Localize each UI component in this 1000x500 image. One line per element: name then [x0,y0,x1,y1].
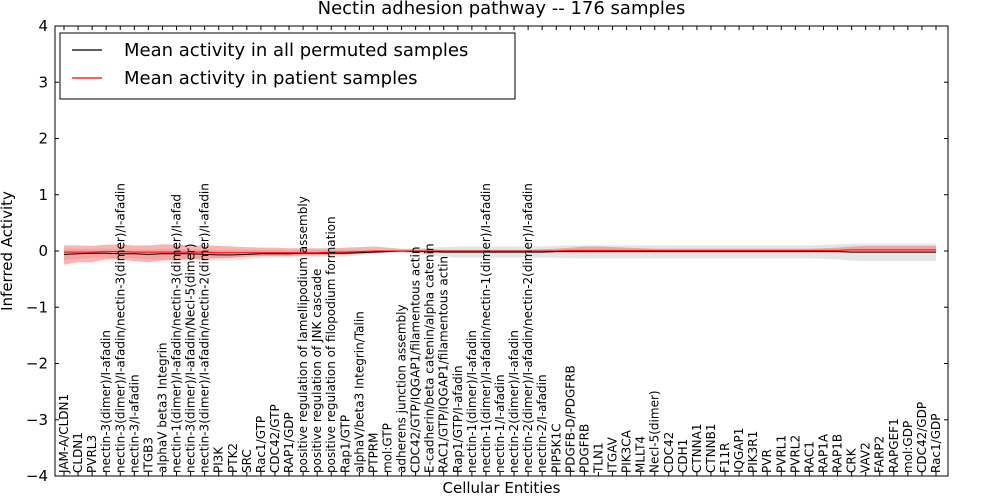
x-tick-label: positive regulation of JNK cascade [310,269,324,473]
x-tick-label: PVRL1 [774,435,788,473]
x-tick-label: RAP1B [831,434,845,473]
x-tick-label: mol:GTP [381,423,395,473]
x-tick-label: RAP1/GDP [282,412,296,473]
x-tick-label: nectin-3(dimer)/I-afadin/nectin-3(dimer)… [113,183,127,473]
x-tick-label: positive regulation of filopodium format… [324,216,338,473]
x-tick-label: Necl-5(dimer) [648,390,662,473]
x-tick-label: nectin-2/I-afadin [535,374,549,473]
y-tick-label: 1 [38,186,48,204]
x-tick-label: E-cadherin/beta catenin/alpha catenin [423,243,437,473]
x-tick-label: F11R [718,442,732,473]
legend-box [59,32,516,100]
x-tick-label: nectin-3/I-afadin [127,374,141,473]
x-tick-label: nectin-1/I-afadin [493,374,507,473]
x-tick-label: CLDN1 [71,432,85,473]
x-tick-label: RAP1A [817,433,831,473]
x-tick-label: Rap1/GTP/I-afadin [451,365,465,473]
x-tick-label: VAV2 [859,442,873,473]
x-tick-label: nectin-3(dimer)/I-afadin/nectin-2(dimer)… [198,183,212,473]
x-tick-label: mol:GDP [901,421,915,473]
x-tick-label: PIK3R1 [746,431,760,473]
x-tick-label: nectin-3(dimer)/I-afadin/Necl-5(dimer) [184,243,198,473]
x-tick-label: adherens junction assembly [395,304,409,473]
x-tick-label: alphaV/beta3 Integrin/Talin [352,311,366,473]
x-tick-label: CDC42/GDP [915,402,929,473]
x-tick-label: PVRL3 [85,435,99,473]
y-tick-label: −4 [26,467,48,485]
x-tick-label: PVR [760,449,774,473]
x-tick-label: Rac1/GTP [254,416,268,473]
y-tick-label: 0 [38,242,48,260]
x-tick-label: MLLT4 [634,436,648,473]
x-tick-label: PDGFRB [577,424,591,473]
x-tick-label: FARP2 [873,436,887,473]
x-tick-label: Rac1/GDP [929,414,943,473]
x-tick-label: CDC42/GTP/IQGAP1/filamentous actin [409,247,423,473]
x-axis-ticks: JAM-A/CLDN1 CLDN1 PVRL3 nectin-3(dimer)/I-a… [57,26,943,476]
x-tick-label: PVRL2 [788,435,802,473]
chart-title: Nectin adhesion pathway -- 176 samples [318,0,686,19]
x-tick-label: JAM-A/CLDN1 [57,394,71,474]
x-tick-label: PTPRM [366,433,380,474]
patient-band [64,244,936,265]
x-tick-label: CTNNA1 [690,423,704,473]
x-tick-label: positive regulation of lamellipodium ass… [296,196,310,473]
x-tick-label: nectin-3(dimer)/I-afadin [99,330,113,473]
y-tick-label: −1 [26,298,48,316]
y-tick-label: 3 [38,73,48,91]
y-axis-ticks: −4 −3 −2 −1 0 1 2 3 4 [26,17,948,485]
x-tick-label: ITGAV [606,436,620,473]
y-tick-label: −2 [26,355,48,373]
x-tick-label: CDH1 [676,439,690,473]
x-tick-label: PTK2 [226,443,240,473]
x-tick-label: PDGFB-D/PDGFRB [563,365,577,473]
x-tick-label: nectin-2(dimer)/I-afadin/nectin-2(dimer)… [521,183,535,473]
x-tick-label: RAC1/GTP/IQGAP1/filamentous actin [437,256,451,473]
x-tick-label: alphaV beta3 Integrin [156,342,170,473]
legend: Mean activity in all permuted samples Me… [59,32,516,100]
permuted-mean-line [63,250,936,256]
y-tick-label: 2 [38,130,48,148]
x-tick-label: nectin-1(dimer)/I-afadin [465,330,479,473]
y-tick-label: 4 [38,17,48,35]
x-tick-label: RAPGEF1 [887,418,901,473]
plot-area [63,243,936,265]
x-tick-label: Rap1/GTP [338,415,352,473]
x-axis-label: Cellular Entities [443,479,561,497]
x-tick-label: TLN1 [592,442,606,474]
x-tick-label: CRK [845,447,859,473]
x-tick-label: PIK3CA [620,429,634,473]
x-tick-label: CDC42/GTP [268,404,282,473]
x-tick-label: PIP5K1C [549,423,563,473]
legend-label-permuted: Mean activity in all permuted samples [124,40,468,61]
x-tick-label: RAC1 [802,441,816,473]
x-tick-label: IQGAP1 [732,428,746,473]
patient-mean-line [64,249,936,254]
x-tick-label: ITGB3 [141,437,155,473]
y-axis-label: Inferred Activity [0,191,16,311]
x-tick-label: nectin-2(dimer)/I-afadin [507,330,521,473]
legend-label-patient: Mean activity in patient samples [124,68,418,89]
x-tick-label: nectin-1(dimer)/I-afadin/nectin-3(dimer)… [170,194,184,473]
x-tick-label: SRC [240,449,254,473]
x-tick-label: CTNNB1 [704,423,718,473]
y-tick-label: −3 [26,411,48,429]
x-tick-label: nectin-1(dimer)/I-afadin/nectin-1(dimer)… [479,183,493,473]
x-tick-label: CDC42 [662,432,676,473]
x-tick-label: PI3K [212,446,226,473]
